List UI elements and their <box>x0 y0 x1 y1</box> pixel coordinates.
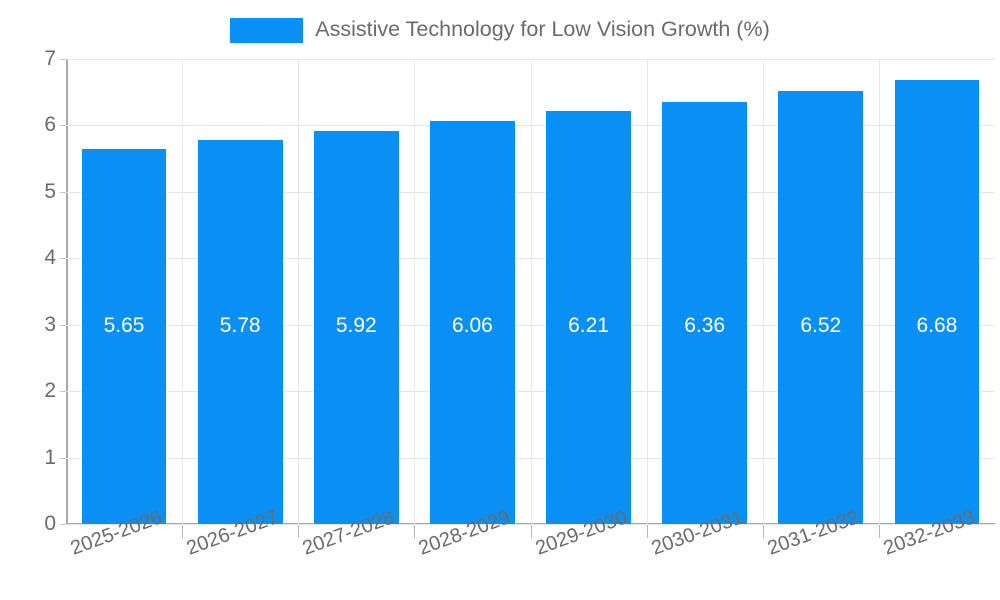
gridline-vertical <box>182 59 184 524</box>
x-axis-tick-mark <box>762 525 764 538</box>
x-axis-tick-mark <box>414 525 416 538</box>
x-axis-tick-mark <box>298 525 300 538</box>
y-axis-tick-mark <box>60 324 67 326</box>
y-axis-tick-mark <box>60 391 67 393</box>
legend-item-series[interactable]: Assistive Technology for Low Vision Grow… <box>230 17 770 43</box>
bar[interactable]: 6.36 <box>662 101 748 524</box>
y-axis-tick-mark <box>60 457 67 459</box>
bar[interactable]: 6.21 <box>546 111 631 524</box>
bar[interactable]: 6.68 <box>894 80 980 524</box>
y-axis-tick-mark <box>60 191 67 193</box>
bar-value-label: 6.36 <box>684 313 726 337</box>
bar-value-label: 6.21 <box>568 313 609 337</box>
bar[interactable]: 5.78 <box>197 140 283 524</box>
bar[interactable]: 5.65 <box>81 148 167 524</box>
y-axis-tick-mark <box>60 258 67 260</box>
bar-value-label: 6.52 <box>800 313 842 337</box>
y-axis-tick-label: 5 <box>44 179 56 203</box>
x-axis-tick-mark <box>530 525 532 538</box>
y-axis-tick-label: 1 <box>44 445 56 469</box>
bar-value-label: 6.68 <box>916 313 958 337</box>
gridline-horizontal <box>66 524 995 525</box>
y-axis-tick-mark <box>60 125 67 127</box>
gridline-vertical <box>762 59 764 524</box>
bar-value-label: 5.78 <box>219 313 261 337</box>
bar-value-label: 5.65 <box>103 313 145 337</box>
x-axis-tick-mark <box>182 525 184 538</box>
gridline-vertical <box>530 59 532 524</box>
gridline-vertical <box>646 59 648 524</box>
y-axis-tick-mark <box>60 524 67 525</box>
x-axis-tick-mark <box>646 525 648 538</box>
bar-value-label: 5.92 <box>335 313 377 337</box>
plot-area: 5.65 5.78 5.92 6.06 6.21 6.36 6.52 6.68 <box>66 59 995 525</box>
chart-legend: Assistive Technology for Low Vision Grow… <box>0 10 1000 50</box>
y-axis-tick-label: 4 <box>44 246 56 270</box>
y-axis-tick-label: 7 <box>44 47 56 70</box>
gridline-vertical <box>298 59 300 524</box>
y-axis-tick-mark <box>60 59 67 60</box>
x-axis-tick-mark <box>878 525 880 538</box>
bar[interactable]: 6.06 <box>430 121 515 524</box>
y-axis-line <box>66 59 68 525</box>
gridline-vertical <box>414 59 416 524</box>
y-axis-tick-label: 2 <box>44 379 56 403</box>
gridline-vertical <box>878 59 880 524</box>
legend-label: Assistive Technology for Low Vision Grow… <box>315 17 770 42</box>
legend-color-swatch-icon <box>230 17 304 43</box>
bar[interactable]: 6.52 <box>778 90 864 524</box>
y-axis-tick-label: 6 <box>44 113 56 137</box>
y-axis-tick-label: 0 <box>44 512 56 535</box>
bar[interactable]: 5.92 <box>313 130 399 524</box>
bar-value-label: 6.06 <box>451 313 493 337</box>
y-axis-tick-label: 3 <box>44 312 56 336</box>
